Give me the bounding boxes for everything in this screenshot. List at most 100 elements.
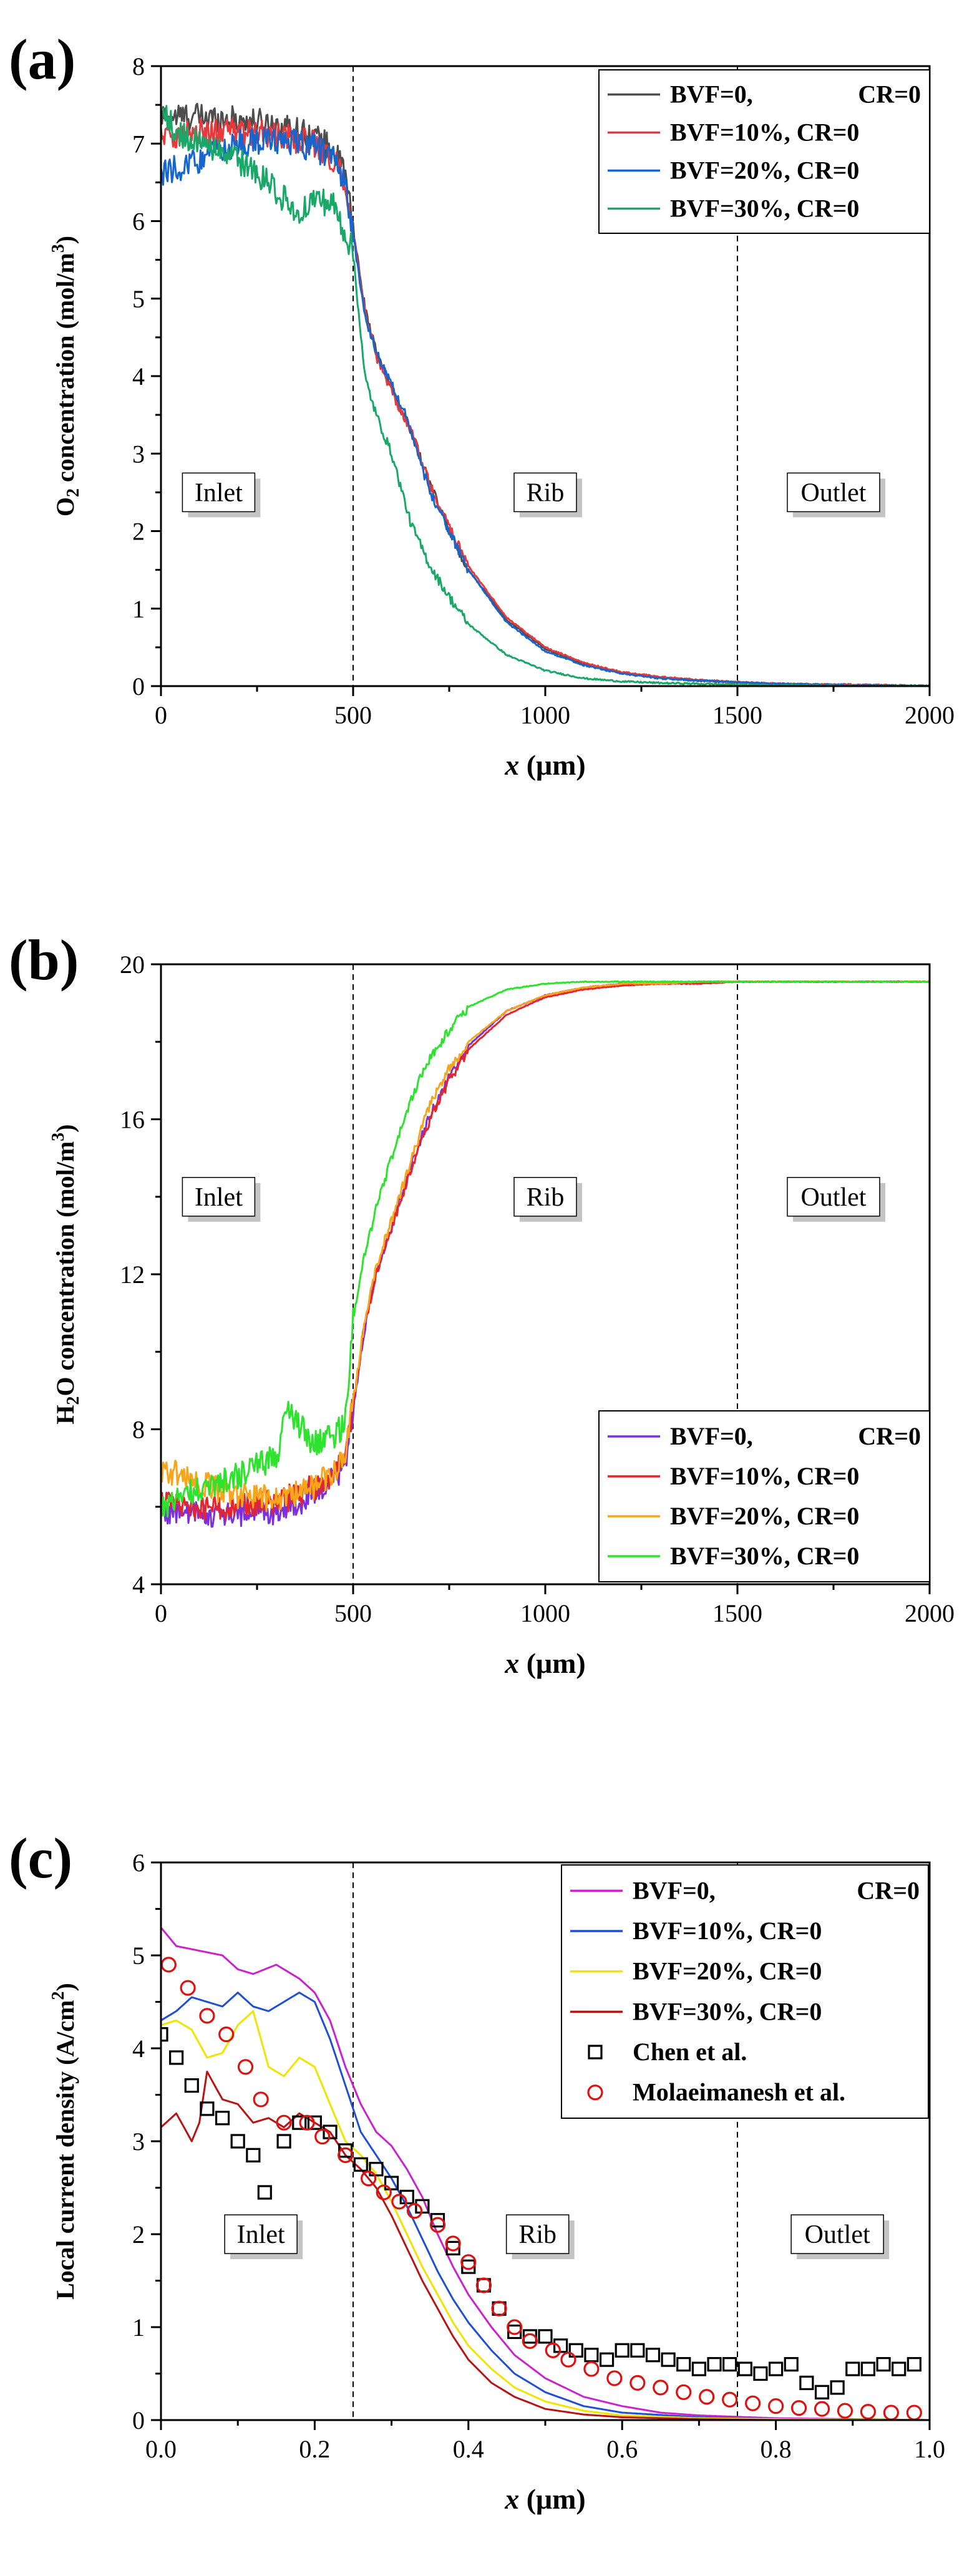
data-point-chen-et-al [246,2147,261,2162]
data-point-molaeimanesh-et-al [161,1957,177,1973]
y-axis-label-part: O [51,497,79,516]
data-point-molaeimanesh-et-al [237,2059,254,2075]
region-label-box [787,472,880,513]
data-point-molaeimanesh-et-al [253,2091,269,2108]
x-tick-label: 2000 [905,1599,955,1627]
region-label-box [182,1177,256,1217]
y-tick-label: 6 [132,208,145,236]
region-label-box [513,472,577,513]
legend-label-bvf-0-cr-0-cr: CR=0 [858,80,921,109]
y-tick-label: 8 [132,52,145,80]
data-point-chen-et-al [161,2027,168,2042]
data-point-molaeimanesh-et-al [883,2404,899,2420]
panel-a: (a) Inlet Rib Outlet 0 500 1000 1500 2000 0 1 2 3 4 5 6… [9,27,955,781]
y-tick-label: 20 [120,951,145,979]
panel-label: (a) [9,27,75,91]
panel-label: (c) [9,1826,72,1890]
data-point-molaeimanesh-et-al [837,2403,853,2419]
y-tick-label: 8 [132,1416,145,1444]
y-tick-label: 1 [132,595,145,623]
legend-label-bvf-20-cr-0: BVF=20%, CR=0 [633,1957,822,1985]
data-point-chen-et-al [691,2361,707,2376]
data-point-molaeimanesh-et-al [361,2171,377,2187]
panel-b: (b) Inlet Rib Outlet 0 500 1000 1500 2000 4 8 12 16 2… [9,928,955,1679]
y-axis-label-part: 2 [64,1397,83,1405]
data-point-chen-et-al [845,2361,860,2376]
data-point-chen-et-al [830,2380,845,2395]
legend-label-bvf-10-cr-0: BVF=10%, CR=0 [670,119,859,147]
region-label-box [790,2214,884,2254]
x-tick-label: 1.0 [914,2435,945,2463]
data-point-molaeimanesh-et-al [583,2361,600,2377]
y-tick-label: 2 [132,2220,145,2249]
data-point-molaeimanesh-et-al [767,2398,784,2414]
series-line-bvf-20-cr-0 [161,127,930,686]
y-tick-label: 12 [120,1261,145,1289]
y-axis-label: Local current density (A/cm2) [49,1983,79,2300]
y-axis-label-part: ) [51,1983,79,1991]
data-point-molaeimanesh-et-al [653,2380,669,2396]
y-axis-label: H2O concentration (mol/m3) [49,1124,83,1424]
data-point-chen-et-al [169,2050,184,2065]
x-tick-label: 0.0 [145,2435,177,2463]
data-point-chen-et-al [599,2352,615,2367]
data-point-chen-et-al [184,2078,199,2093]
y-tick-label: 1 [132,2313,145,2341]
x-tick-label: 1000 [520,701,570,729]
y-tick-label: 6 [132,1849,145,1877]
data-point-molaeimanesh-et-al [745,2395,761,2411]
data-point-chen-et-al [384,2176,399,2191]
data-point-molaeimanesh-et-al [218,2026,235,2043]
region-label-outlet: Outlet [801,478,867,507]
data-point-molaeimanesh-et-al [860,2403,877,2420]
data-point-chen-et-al [257,2185,272,2200]
legend-label-chen-et-al: Chen et al. [633,2038,747,2066]
data-point-molaeimanesh-et-al [491,2300,507,2317]
x-axis-label: x (μm) [504,2483,586,2515]
y-axis-label-part: O concentration ( [51,1209,79,1397]
legend-label-bvf-30-cr-0: BVF=30%, CR=0 [670,195,859,223]
x-tick-label: 500 [334,701,372,729]
legend-label-bvf-0-cr-0: BVF=0, [670,80,753,109]
x-axis-label-var: x [504,749,519,781]
x-tick-label: 0 [155,701,167,729]
data-point-molaeimanesh-et-al [445,2235,461,2252]
y-tick-label: 2 [132,518,145,546]
data-point-chen-et-al [630,2343,645,2358]
data-point-molaeimanesh-et-al [606,2370,623,2386]
y-tick-label: 7 [132,130,145,158]
data-point-molaeimanesh-et-al [629,2375,646,2391]
data-point-chen-et-al [676,2357,691,2372]
data-point-chen-et-al [538,2329,553,2344]
series-line-bvf-30-cr-0 [161,980,930,1518]
y-axis-label-part: concentration ( [51,321,79,488]
legend: BVF=0, CR=0 BVF=10%, CR=0 BVF=20%, CR=0 BVF=… [561,1864,929,2119]
legend-label-bvf-0-cr-0: BVF=0, [670,1422,753,1450]
data-point-chen-et-al [722,2357,737,2372]
data-point-chen-et-al [292,2115,307,2130]
data-point-chen-et-al [645,2348,661,2363]
y-axis-label-part: H [51,1405,79,1425]
data-point-chen-et-al [353,2157,368,2172]
data-point-chen-et-al [799,2375,814,2390]
x-axis-label-var: x [504,2483,519,2515]
region-label-box [224,2214,298,2254]
legend: BVF=0, CR=0 BVF=10%, CR=0 BVF=20%, CR=0 BVF=… [598,69,930,234]
x-tick-label: 0.8 [761,2435,792,2463]
region-label-box [182,472,256,513]
region-label-inlet: Inlet [237,2220,285,2249]
data-point-chen-et-al [230,2134,245,2149]
legend-frame [598,69,930,234]
legend-label-bvf-0-cr-0: BVF=0, [633,1876,716,1904]
legend: BVF=0, CR=0 BVF=10%, CR=0 BVF=20%, CR=0 BVF=… [598,1410,930,1582]
x-axis-label-unit: (μm) [519,2483,586,2515]
data-point-molaeimanesh-et-al [180,1980,196,1996]
x-axis-label: x (μm) [504,749,586,781]
data-point-chen-et-al [860,2361,876,2376]
data-point-chen-et-al [661,2352,676,2367]
y-tick-label: 0 [132,672,145,700]
data-point-chen-et-al [215,2111,230,2126]
legend-label-bvf-10-cr-0: BVF=10%, CR=0 [670,1462,859,1490]
data-point-chen-et-al [892,2361,907,2376]
data-point-molaeimanesh-et-al [790,2400,807,2416]
